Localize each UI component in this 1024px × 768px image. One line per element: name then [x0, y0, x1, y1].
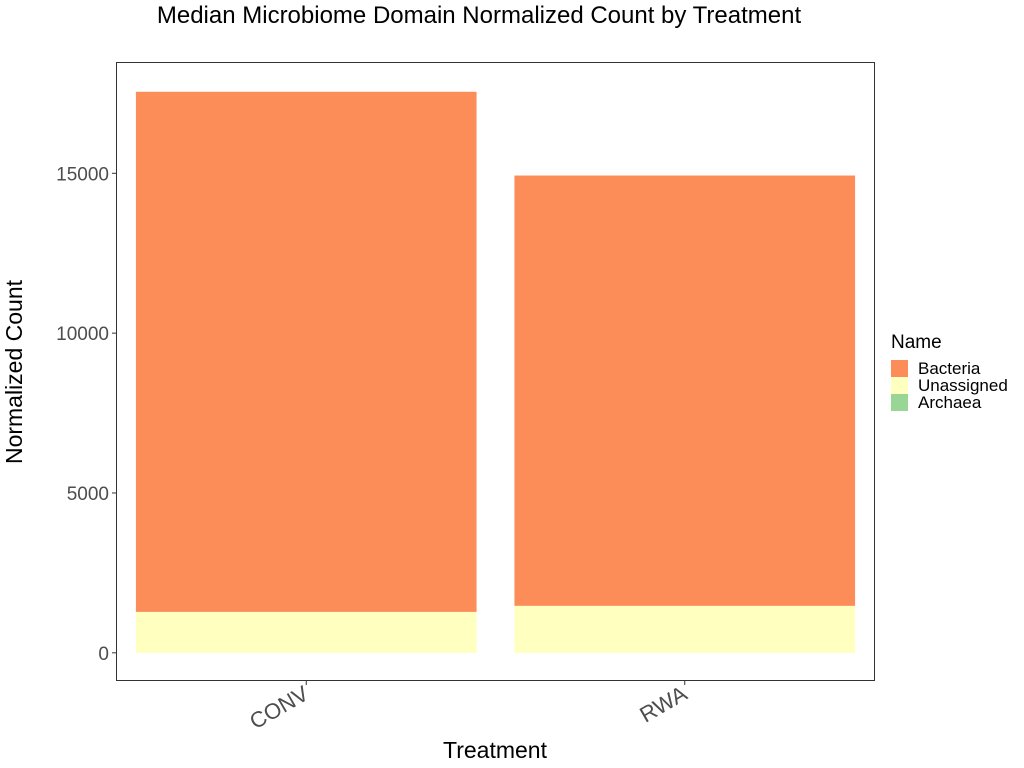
legend-title: Name: [891, 332, 942, 353]
y-tick-label: 5000: [67, 484, 109, 505]
x-axis-title: Treatment: [443, 737, 548, 763]
x-tick-label-conv: CONV: [245, 681, 313, 735]
bar-conv-bacteria: [135, 91, 477, 612]
bar-rwa-unassigned: [514, 605, 856, 653]
y-axis: 0 5000 10000 15000: [56, 164, 117, 665]
legend-swatch-archaea: [891, 394, 908, 411]
legend-label-unassigned: Unassigned: [918, 376, 1008, 395]
legend-label-archaea: Archaea: [918, 393, 982, 412]
y-axis-title: Normalized Count: [1, 279, 27, 464]
x-tick-label-rwa: RWA: [635, 681, 691, 728]
bar-rwa-bacteria: [514, 175, 856, 606]
y-tick-label: 15000: [56, 164, 109, 185]
bars-group: [135, 91, 856, 653]
chart-title: Median Microbiome Domain Normalized Coun…: [157, 2, 802, 29]
x-axis: CONV RWA: [245, 680, 692, 735]
bar-conv-unassigned: [135, 611, 477, 653]
y-tick-label: 10000: [56, 324, 109, 345]
legend-swatch-unassigned: [891, 377, 908, 394]
legend-swatch-bacteria: [891, 360, 908, 377]
legend-label-bacteria: Bacteria: [918, 359, 981, 378]
y-tick-label: 0: [98, 644, 109, 665]
